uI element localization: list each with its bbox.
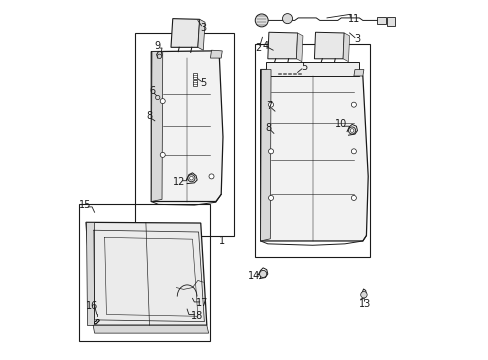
Polygon shape: [193, 80, 196, 86]
Bar: [376, 17, 386, 24]
Circle shape: [351, 149, 356, 154]
Polygon shape: [193, 73, 196, 79]
Bar: [197, 72, 213, 87]
Polygon shape: [314, 32, 344, 59]
Text: 9: 9: [154, 41, 161, 51]
Text: 5: 5: [200, 78, 206, 88]
Bar: [255, 44, 369, 257]
Text: 6: 6: [149, 86, 155, 96]
Polygon shape: [260, 69, 367, 241]
Polygon shape: [278, 71, 281, 76]
Text: 13: 13: [358, 299, 370, 309]
Text: 8: 8: [265, 123, 271, 133]
Bar: [386, 17, 394, 26]
Text: 2: 2: [254, 44, 261, 53]
Circle shape: [268, 102, 273, 107]
Polygon shape: [283, 71, 285, 76]
Circle shape: [268, 149, 273, 154]
Polygon shape: [260, 69, 270, 241]
Polygon shape: [171, 19, 199, 47]
Text: 17: 17: [196, 298, 208, 308]
Circle shape: [351, 102, 356, 107]
Circle shape: [157, 54, 162, 58]
Circle shape: [255, 14, 267, 27]
Polygon shape: [288, 71, 290, 76]
Circle shape: [208, 174, 214, 179]
Polygon shape: [298, 71, 301, 76]
Circle shape: [360, 292, 366, 298]
Circle shape: [155, 95, 160, 100]
Text: 16: 16: [86, 301, 98, 311]
Bar: [79, 204, 209, 341]
Circle shape: [189, 176, 193, 180]
Polygon shape: [296, 33, 303, 62]
Circle shape: [282, 14, 292, 24]
Text: 7: 7: [266, 101, 272, 111]
Polygon shape: [198, 19, 204, 50]
Circle shape: [160, 99, 165, 104]
Circle shape: [351, 195, 356, 201]
Polygon shape: [151, 51, 223, 202]
Polygon shape: [93, 325, 208, 333]
Text: 8: 8: [146, 111, 152, 121]
Circle shape: [268, 195, 273, 201]
Polygon shape: [86, 222, 94, 325]
Text: 3: 3: [200, 23, 206, 33]
Text: 12: 12: [173, 177, 185, 187]
Text: 3: 3: [353, 35, 360, 44]
Text: 4: 4: [262, 41, 268, 50]
Circle shape: [259, 270, 266, 278]
Polygon shape: [86, 222, 206, 325]
Circle shape: [187, 175, 195, 182]
Text: 10: 10: [334, 119, 346, 129]
Text: 5: 5: [300, 62, 306, 72]
Polygon shape: [210, 50, 222, 58]
Polygon shape: [265, 62, 359, 76]
Circle shape: [160, 152, 165, 157]
Polygon shape: [293, 71, 295, 76]
Polygon shape: [151, 51, 163, 202]
Text: 1: 1: [219, 236, 225, 246]
Text: 15: 15: [79, 200, 91, 210]
Circle shape: [349, 129, 353, 132]
Bar: [135, 33, 233, 235]
Circle shape: [348, 127, 355, 134]
Text: 18: 18: [191, 311, 203, 320]
Text: 14: 14: [247, 271, 260, 281]
Polygon shape: [267, 32, 297, 59]
Polygon shape: [353, 69, 363, 76]
Polygon shape: [343, 33, 349, 62]
Text: 11: 11: [347, 14, 359, 24]
